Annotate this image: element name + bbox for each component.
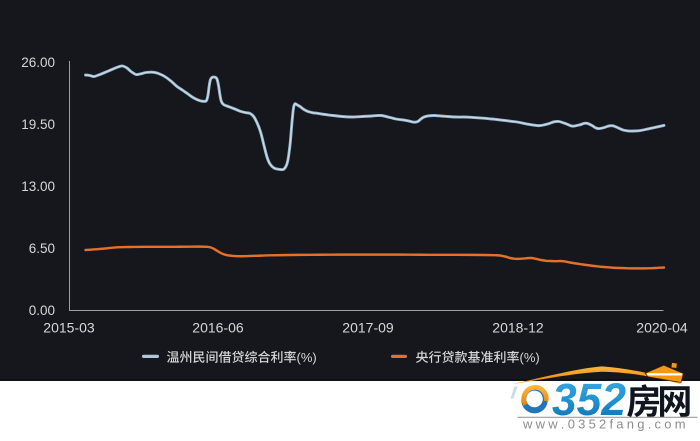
svg-text:6.50: 6.50: [29, 241, 55, 256]
svg-text:0.00: 0.00: [29, 303, 55, 318]
svg-text:2017-09: 2017-09: [342, 320, 394, 336]
svg-text:26.00: 26.00: [21, 55, 55, 70]
svg-text:www.0352fang.com: www.0352fang.com: [522, 416, 686, 431]
svg-text:2016-06: 2016-06: [192, 320, 244, 336]
svg-text:2018-12: 2018-12: [492, 320, 544, 336]
svg-text:2020-04: 2020-04: [636, 320, 688, 336]
svg-text:(%): (%): [297, 350, 317, 365]
svg-text:19.50: 19.50: [21, 117, 55, 132]
svg-text:2015-03: 2015-03: [43, 320, 95, 336]
svg-text:(%): (%): [520, 350, 540, 365]
svg-text:13.00: 13.00: [21, 179, 55, 194]
svg-text:352: 352: [552, 374, 626, 425]
